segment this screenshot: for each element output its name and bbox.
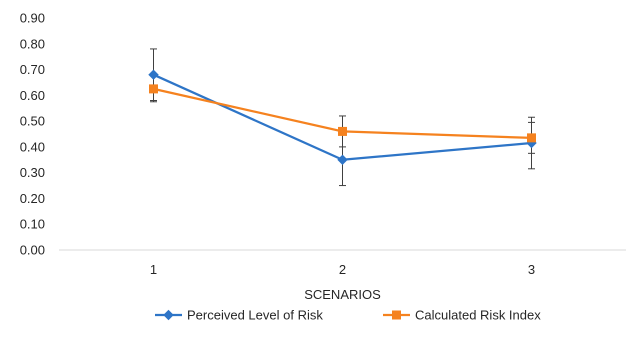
data-point <box>148 69 159 80</box>
legend-item: Perceived Level of Risk <box>155 308 323 323</box>
x-axis-title: SCENARIOS <box>304 287 381 302</box>
y-tick-label: 0.70 <box>20 62 45 77</box>
legend-item: Calculated Risk Index <box>383 308 541 323</box>
x-axis-tick-labels: 1 2 3 <box>150 262 535 277</box>
y-tick-label: 0.20 <box>20 191 45 206</box>
x-tick-label: 1 <box>150 262 157 277</box>
x-tick-label: 2 <box>339 262 346 277</box>
y-tick-label: 0.90 <box>20 11 45 26</box>
y-tick-label: 0.80 <box>20 36 45 51</box>
error-bars <box>150 48 535 187</box>
data-point <box>337 154 348 165</box>
y-tick-label: 0.10 <box>20 217 45 232</box>
x-tick-label: 3 <box>528 262 535 277</box>
legend-marker <box>392 310 401 320</box>
legend: Perceived Level of Risk Calculated Risk I… <box>155 308 541 323</box>
y-axis-tick-labels: 0.00 0.10 0.20 0.30 0.40 0.50 0.60 0.70 0.80 0.90 <box>20 11 45 258</box>
y-tick-label: 0.60 <box>20 88 45 103</box>
data-point <box>527 133 536 143</box>
data-point <box>149 84 158 94</box>
legend-label: Calculated Risk Index <box>415 308 541 323</box>
data-point <box>338 126 347 136</box>
legend-label: Perceived Level of Risk <box>187 308 323 323</box>
legend-marker <box>163 309 174 321</box>
y-tick-label: 0.50 <box>20 114 45 129</box>
series-markers <box>148 69 537 165</box>
y-tick-label: 0.30 <box>20 165 45 180</box>
y-tick-label: 0.40 <box>20 139 45 154</box>
y-tick-label: 0.00 <box>20 243 45 258</box>
